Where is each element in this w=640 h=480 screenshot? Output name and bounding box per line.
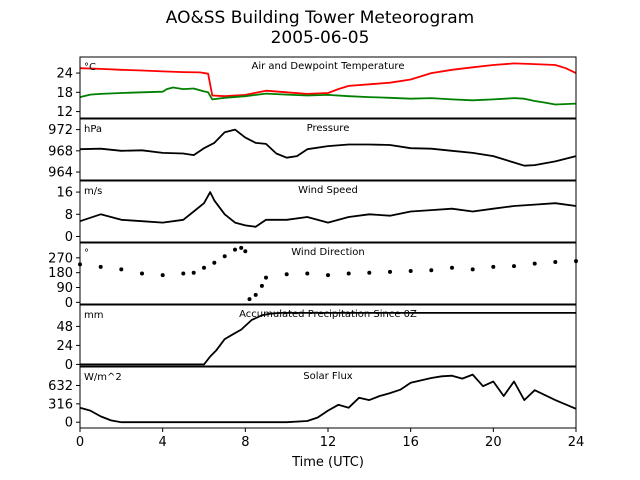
data-point-4-22 <box>388 269 392 274</box>
series-line-1-1 <box>79 62 577 98</box>
panel-5: 0 24 48 mm Accumulated Precipitation Since 0… <box>56 304 577 373</box>
panel-frame-5 <box>79 304 577 367</box>
panel-1: 12 18 24 °C Air and Dewpoint Temperature <box>56 56 577 120</box>
x-tick-label-12: 12 <box>320 435 337 450</box>
y-tick-label-5-48: 48 <box>56 320 73 335</box>
data-point-4-16 <box>264 275 268 280</box>
x-tick-label-8: 8 <box>241 435 249 450</box>
y-tick-label-1-18: 18 <box>56 86 73 101</box>
data-point-4-27 <box>491 264 496 269</box>
y-tick-label-6-0: 0 <box>65 416 73 431</box>
chart-title-line1: AO&SS Building Tower Meteorogram <box>165 8 475 28</box>
panel-unit-6: W/m^2 <box>84 372 122 383</box>
data-point-4-8 <box>212 260 217 265</box>
y-tick-label-6-632: 632 <box>48 379 73 394</box>
panel-title-2: Pressure <box>307 123 350 134</box>
y-tick-label-4-90: 90 <box>56 281 73 296</box>
data-point-4-29 <box>532 261 537 266</box>
data-point-4-21 <box>367 270 372 275</box>
x-tick-label-20: 20 <box>485 435 502 450</box>
y-tick-label-5-0: 0 <box>65 358 73 373</box>
x-tick-label-24: 24 <box>568 435 585 450</box>
series-line-1-2 <box>79 86 577 106</box>
data-point-4-18 <box>305 271 310 276</box>
data-point-4-19 <box>326 273 330 278</box>
data-point-4-17 <box>284 272 289 277</box>
panel-title-4: Wind Direction <box>291 247 365 258</box>
data-point-4-15 <box>259 283 264 288</box>
data-point-4-3 <box>140 271 144 276</box>
data-point-4-4 <box>160 273 165 278</box>
data-point-4-9 <box>222 254 227 259</box>
data-point-4-1 <box>98 264 103 269</box>
y-tick-label-3-8: 8 <box>65 208 73 223</box>
y-tick-label-2-964: 964 <box>48 166 73 181</box>
data-point-4-12 <box>243 249 248 254</box>
x-tick-label-16: 16 <box>402 435 419 450</box>
series-line-3-1 <box>79 191 577 228</box>
data-point-4-20 <box>346 271 351 276</box>
y-tick-label-6-316: 316 <box>48 397 73 412</box>
panel-title-6: Solar Flux <box>303 371 353 382</box>
data-point-4-13 <box>247 297 252 302</box>
panel-title-1: Air and Dewpoint Temperature <box>252 61 405 72</box>
y-tick-label-4-270: 270 <box>48 251 73 266</box>
panel-unit-2: hPa <box>84 124 102 135</box>
y-tick-label-2-968: 968 <box>48 144 73 159</box>
data-point-4-28 <box>512 264 516 269</box>
panel-title-3: Wind Speed <box>298 185 358 196</box>
panel-title-5: Accumulated Precipitation Since 0Z <box>239 309 417 320</box>
data-point-4-11 <box>239 245 244 250</box>
y-tick-label-4-0: 0 <box>65 296 73 311</box>
series-line-6-1 <box>79 373 577 424</box>
y-tick-label-2-972: 972 <box>48 123 73 138</box>
data-point-4-14 <box>253 292 258 297</box>
data-point-4-30 <box>553 260 558 264</box>
chart-title-line2: 2005-06-05 <box>270 28 370 48</box>
panel-frame-3 <box>79 180 577 243</box>
data-point-4-26 <box>470 267 475 272</box>
x-tick-label-4: 4 <box>159 435 167 450</box>
y-tick-label-3-16: 16 <box>56 186 73 201</box>
y-tick-label-3-0: 0 <box>65 230 73 245</box>
data-point-4-6 <box>191 270 196 275</box>
data-point-4-2 <box>119 267 124 272</box>
panel-unit-3: m/s <box>84 186 102 197</box>
data-point-4-7 <box>202 265 206 270</box>
panel-unit-4: ° <box>84 248 89 259</box>
panel-6: 0 316 632 W/m^2 Solar Flux <box>48 366 577 432</box>
x-axis-label: Time (UTC) <box>291 455 364 470</box>
series-line-2-1 <box>79 128 577 167</box>
panel-2: 964 968 972 hPa Pressure <box>48 118 577 181</box>
panel-frame-1 <box>79 56 577 119</box>
panel-3: 0 8 16 m/s Wind Speed <box>56 180 577 245</box>
data-point-4-23 <box>408 269 413 273</box>
y-tick-label-1-24: 24 <box>56 67 73 82</box>
y-tick-label-1-12: 12 <box>56 105 73 120</box>
data-point-4-10 <box>233 247 237 252</box>
y-tick-label-4-180: 180 <box>48 266 73 281</box>
panel-frame-2 <box>79 118 577 181</box>
data-point-4-5 <box>181 271 186 276</box>
chart-title: AO&SS Building Tower Meteorogram 2005-06… <box>0 8 640 48</box>
data-point-4-24 <box>429 268 434 273</box>
series-line-5-1 <box>80 311 576 366</box>
x-tick-label-0: 0 <box>76 435 84 450</box>
panel-unit-1: °C <box>84 62 96 73</box>
panel-unit-5: mm <box>84 310 103 321</box>
panel-frame-4 <box>79 242 577 305</box>
y-tick-label-5-24: 24 <box>56 339 73 354</box>
data-point-4-25 <box>450 265 454 270</box>
